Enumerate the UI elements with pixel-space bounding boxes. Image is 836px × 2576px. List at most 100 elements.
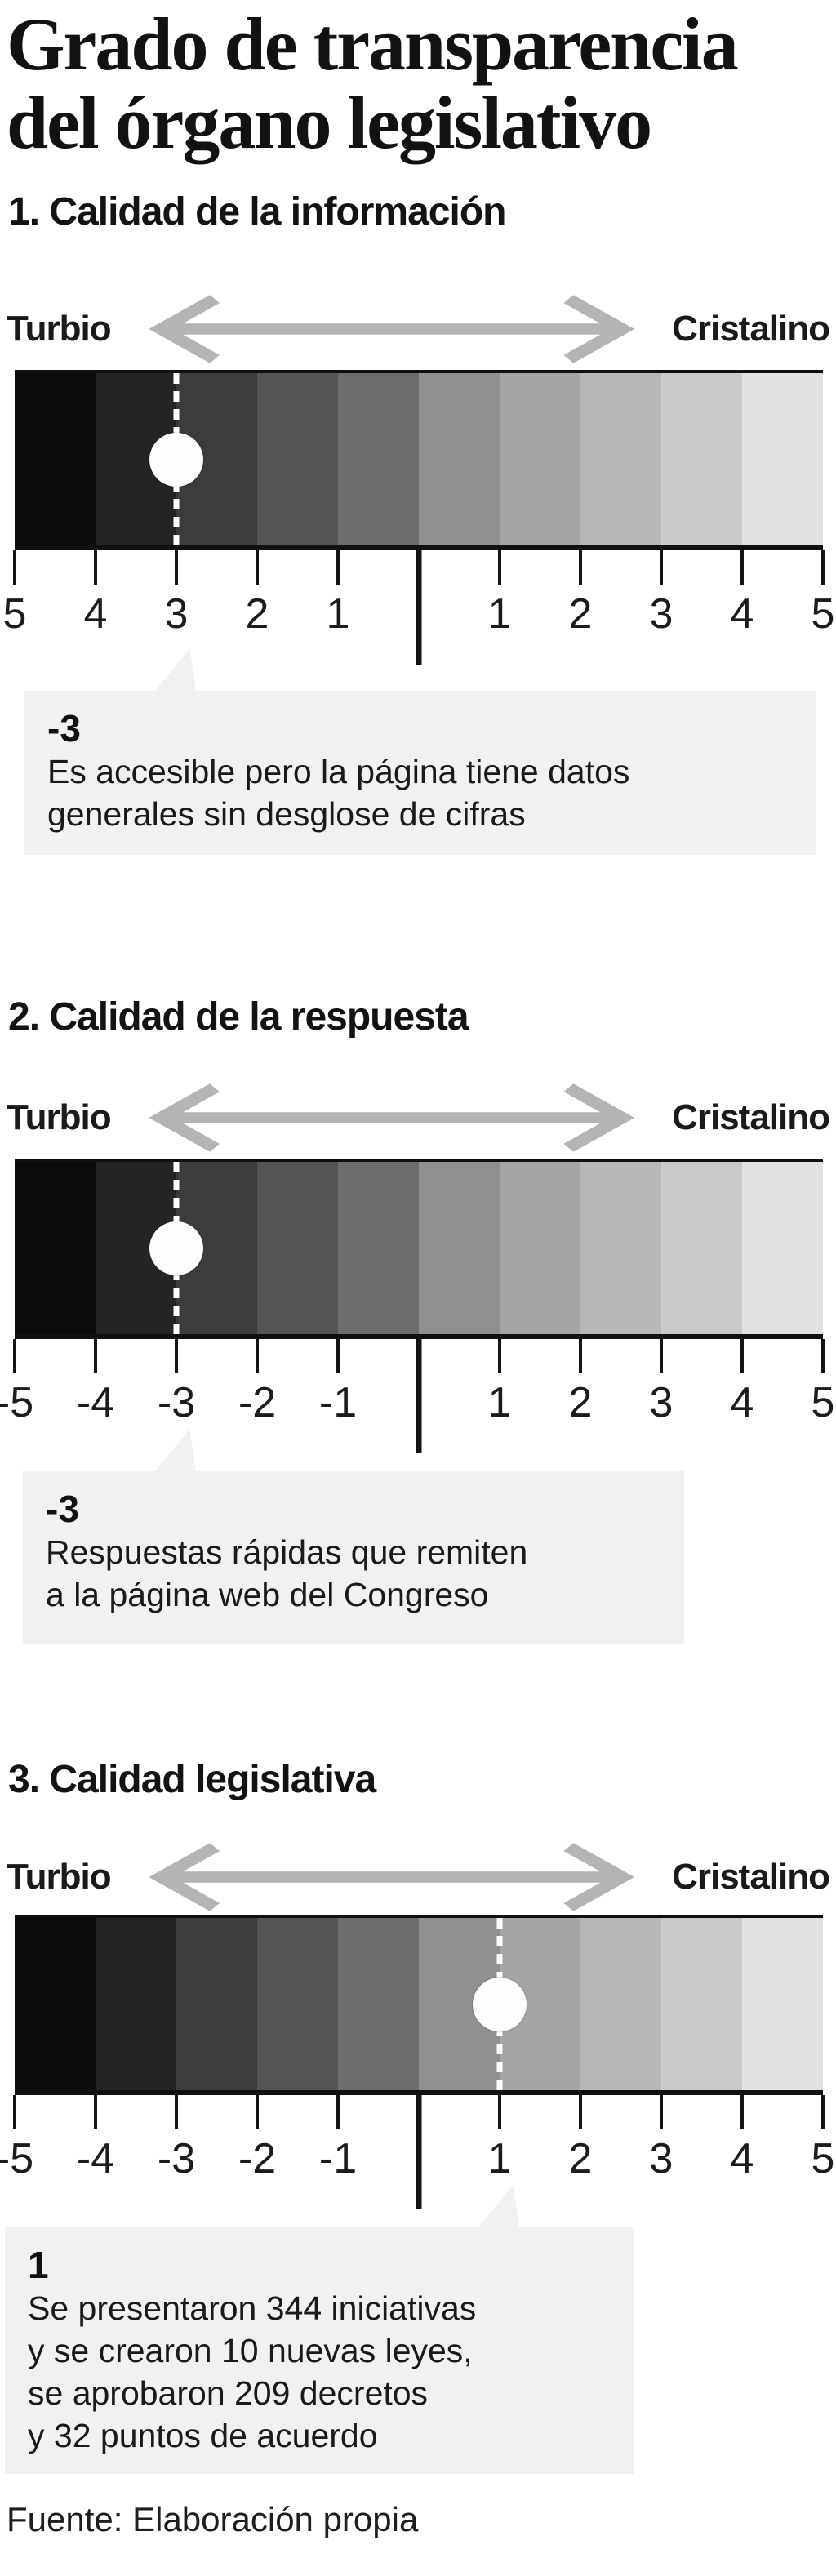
callout-3: 1 Se presentaron 344 iniciativas y se cr… — [5, 2185, 634, 2474]
scale-bar-block-2: -5 -4 -3 -2 -1 1 2 3 4 5 — [0, 1159, 834, 1470]
callout-text-line: Se presentaron 344 iniciativas — [28, 2289, 477, 2327]
tick-mark — [660, 550, 663, 585]
bar-segment — [661, 1918, 742, 2090]
tick-mark — [94, 550, 97, 585]
scale-bar — [15, 370, 823, 545]
tick-label: 2 — [245, 590, 269, 638]
bar-segment — [661, 1162, 742, 1334]
callout-value: -3 — [47, 707, 81, 750]
page-title-line2: del órgano legislativo — [7, 81, 652, 164]
zero-tick-mark — [416, 550, 422, 665]
bar-segment — [500, 373, 580, 545]
bar-segment — [500, 1162, 580, 1334]
bar-segment — [96, 1918, 176, 2090]
tick-mark — [740, 1339, 744, 1373]
source-note: Fuente: Elaboración propia — [7, 2500, 419, 2538]
callout-text-line: se aprobaron 209 decretos — [28, 2374, 429, 2412]
tick-label: -4 — [76, 2135, 115, 2182]
endpoint-label-turbio: Turbio — [7, 309, 112, 349]
tick-mark — [660, 2095, 663, 2129]
section-heading-1: 1. Calidad de la información — [8, 190, 506, 234]
tick-label: 3 — [649, 1379, 674, 1426]
endpoints-row-3: Turbio Cristalino — [7, 1838, 830, 1916]
bar-segment — [257, 373, 338, 545]
tick-label: 5 — [811, 590, 835, 638]
callout-value: 1 — [28, 2244, 49, 2286]
endpoints-row-1: Turbio Cristalino — [7, 290, 830, 368]
endpoint-label-cristalino: Cristalino — [672, 309, 830, 349]
tick-label: -5 — [0, 1379, 34, 1426]
double-arrow-icon — [122, 290, 660, 368]
section-heading-2: 2. Calidad de la respuesta — [8, 995, 469, 1039]
callout-value: -3 — [46, 1488, 79, 1530]
bar-segment — [661, 373, 742, 545]
tick-mark — [821, 550, 825, 585]
bar-segment — [15, 1918, 96, 2090]
marker-dot — [149, 1221, 203, 1275]
bar-segment — [419, 373, 500, 545]
tick-mark — [821, 2095, 825, 2129]
tick-label: 2 — [568, 2135, 593, 2182]
tick-mark — [740, 550, 744, 585]
bar-segment — [742, 1162, 823, 1334]
tick-mark — [498, 550, 501, 585]
tick-label: 1 — [487, 590, 512, 638]
tick-mark — [256, 1339, 259, 1373]
axis-ticks: -5 -4 -3 -2 -1 1 2 3 4 5 — [0, 1339, 834, 1470]
tick-label: 1 — [487, 1379, 512, 1426]
tick-mark — [256, 550, 259, 585]
bar-segment — [338, 1162, 419, 1334]
tick-mark — [13, 2095, 16, 2129]
tick-label: 3 — [649, 2135, 674, 2182]
marker-dot — [473, 1977, 527, 2031]
tick-label: 4 — [730, 2135, 754, 2182]
tick-label: 2 — [568, 590, 593, 638]
endpoints-row-2: Turbio Cristalino — [7, 1081, 830, 1155]
tick-label: -3 — [157, 1379, 196, 1426]
axis-baseline — [15, 1334, 823, 1339]
tick-label: 4 — [730, 590, 754, 638]
section-heading-3: 3. Calidad legislativa — [8, 1758, 376, 1801]
axis-ticks: -5 -4 -3 -2 -1 1 2 3 4 5 — [0, 2095, 834, 2226]
endpoint-label-cristalino: Cristalino — [672, 1857, 830, 1897]
scale-bar-block-1: 5 4 3 2 1 1 2 3 4 5 — [3, 370, 834, 681]
double-arrow-icon — [122, 1838, 660, 1916]
bar-segment — [15, 1162, 96, 1334]
tick-mark — [336, 1339, 340, 1373]
endpoint-label-cristalino: Cristalino — [672, 1097, 830, 1137]
tick-mark — [175, 2095, 178, 2129]
callout-text-line: Respuestas rápidas que remiten — [46, 1533, 528, 1571]
tick-mark — [579, 1339, 582, 1373]
zero-tick-mark — [416, 1339, 422, 1453]
endpoint-label-turbio: Turbio — [7, 1857, 112, 1897]
page-title: Grado de transparencia del órgano legisl… — [7, 5, 831, 162]
page-title-line1: Grado de transparencia — [7, 2, 739, 86]
tick-mark — [821, 1339, 825, 1373]
scale-bar — [15, 1915, 823, 2090]
tick-label: -2 — [238, 1379, 277, 1426]
endpoint-label-turbio: Turbio — [7, 1097, 112, 1137]
marker-dot — [149, 432, 203, 487]
bar-segment — [176, 1918, 257, 2090]
tick-mark — [94, 2095, 97, 2129]
callout-text-line: y se crearon 10 nuevas leyes, — [28, 2331, 473, 2369]
axis-ticks: 5 4 3 2 1 1 2 3 4 5 — [3, 550, 834, 681]
callout-text-line: generales sin desglose de cifras — [47, 794, 526, 833]
tick-label: -4 — [76, 1379, 115, 1426]
tick-mark — [175, 1339, 178, 1373]
tick-mark — [94, 1339, 97, 1373]
bar-segment — [580, 1162, 661, 1334]
callout-text-line: a la página web del Congreso — [46, 1575, 489, 1613]
tick-label: -1 — [318, 1379, 358, 1426]
scale-bar — [15, 1159, 823, 1334]
tick-mark — [256, 2095, 259, 2129]
tick-label: 3 — [649, 590, 674, 638]
bar-segment — [580, 373, 661, 545]
tick-label: 4 — [83, 590, 108, 638]
tick-mark — [498, 2095, 501, 2129]
callout-text-line: Es accesible pero la página tiene datos — [47, 752, 630, 790]
callout-1: -3 Es accesible pero la página tiene dat… — [24, 648, 816, 855]
bar-segment — [15, 373, 96, 545]
tick-mark — [336, 550, 340, 585]
